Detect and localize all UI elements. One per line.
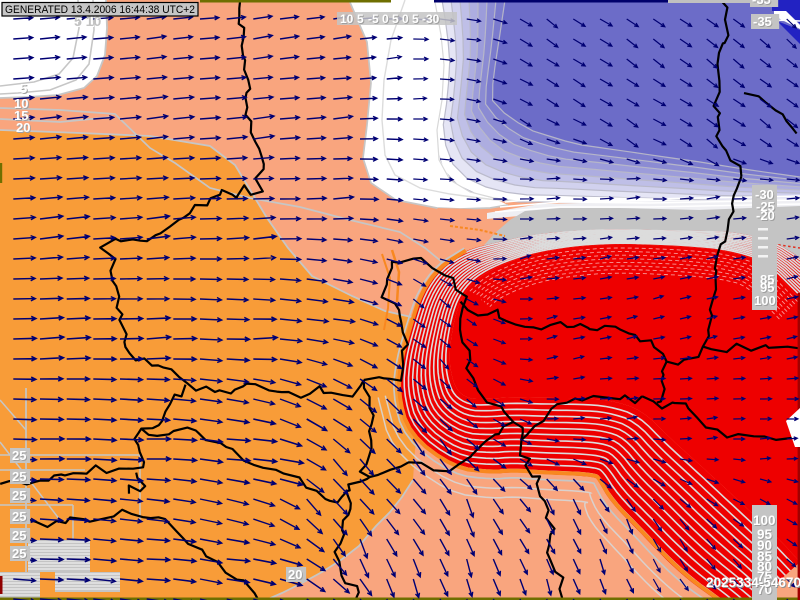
svg-text:70: 70 (758, 583, 773, 598)
svg-text:0: 0 (382, 12, 389, 26)
svg-text:-25: -25 (757, 200, 776, 215)
svg-text:85: 85 (761, 273, 775, 288)
svg-text:95: 95 (758, 528, 774, 543)
svg-text:10: 10 (14, 96, 28, 111)
svg-text:100: 100 (755, 294, 777, 309)
svg-text:90: 90 (758, 539, 773, 554)
svg-text:10: 10 (15, 97, 29, 112)
svg-text:90: 90 (757, 538, 772, 553)
svg-text:0: 0 (402, 12, 409, 26)
svg-text:25: 25 (13, 470, 27, 485)
svg-text:15: 15 (15, 109, 29, 124)
svg-text:25: 25 (12, 546, 26, 561)
svg-text:20: 20 (16, 120, 30, 135)
svg-text:75: 75 (757, 569, 773, 584)
svg-text:25: 25 (13, 489, 27, 504)
svg-text:5: 5 (358, 13, 365, 27)
svg-text:-35: -35 (753, 14, 772, 29)
svg-text:15: 15 (14, 108, 28, 123)
svg-text:95: 95 (757, 527, 773, 542)
svg-text:5: 5 (357, 12, 364, 26)
svg-text:25: 25 (13, 529, 27, 544)
svg-text:25: 25 (12, 488, 26, 503)
svg-text:25: 25 (12, 528, 26, 543)
svg-text:-30: -30 (423, 13, 441, 27)
svg-text:100: 100 (754, 293, 776, 308)
svg-text:-35: -35 (753, 0, 772, 8)
svg-text:25: 25 (12, 469, 26, 484)
svg-text:-5: -5 (369, 13, 380, 27)
svg-text:25: 25 (13, 510, 27, 525)
svg-text:-30: -30 (422, 12, 440, 26)
svg-text:80: 80 (758, 560, 773, 575)
svg-text:-25: -25 (756, 199, 775, 214)
svg-text:95: 95 (761, 281, 775, 296)
svg-text:70: 70 (757, 582, 772, 597)
svg-text:2025334-54670: 2025334-54670 (707, 575, 800, 591)
svg-text:-5: -5 (368, 12, 379, 26)
svg-text:25: 25 (12, 448, 26, 463)
svg-text:85: 85 (760, 272, 774, 287)
svg-text:-35: -35 (752, 0, 771, 7)
svg-text:-20: -20 (757, 209, 776, 224)
svg-text:GENERATED 13.4.2006 16:44:38 U: GENERATED 13.4.2006 16:44:38 UTC+2 (5, 4, 195, 16)
svg-text:100: 100 (754, 514, 777, 529)
svg-text:85: 85 (757, 549, 773, 564)
svg-text:-30: -30 (755, 187, 774, 202)
svg-text:20: 20 (289, 568, 303, 583)
svg-text:80: 80 (757, 559, 772, 574)
svg-text:20: 20 (288, 567, 302, 582)
svg-text:25: 25 (13, 547, 27, 562)
svg-text:85: 85 (758, 550, 774, 565)
svg-text:5: 5 (21, 82, 28, 97)
svg-text:75: 75 (758, 570, 774, 585)
svg-text:5: 5 (392, 12, 399, 26)
svg-text:-35: -35 (754, 15, 773, 30)
svg-text:0: 0 (403, 13, 410, 27)
svg-text:25: 25 (12, 509, 26, 524)
svg-text:10: 10 (340, 12, 354, 26)
svg-text:10: 10 (341, 13, 355, 27)
svg-text:5 10: 5 10 (74, 13, 101, 29)
svg-text:-30: -30 (756, 188, 775, 203)
svg-text:100: 100 (753, 513, 776, 528)
svg-text:2025334-54670: 2025334-54670 (706, 574, 800, 590)
svg-text:5: 5 (412, 12, 419, 26)
svg-text:95: 95 (760, 280, 774, 295)
svg-text:5 10: 5 10 (75, 14, 102, 30)
svg-text:5: 5 (413, 13, 420, 27)
svg-text:5: 5 (20, 81, 27, 96)
svg-text:25: 25 (13, 449, 27, 464)
svg-text:20: 20 (17, 121, 31, 136)
svg-text:5: 5 (393, 13, 400, 27)
svg-text:0: 0 (383, 13, 390, 27)
svg-text:-20: -20 (756, 208, 775, 223)
